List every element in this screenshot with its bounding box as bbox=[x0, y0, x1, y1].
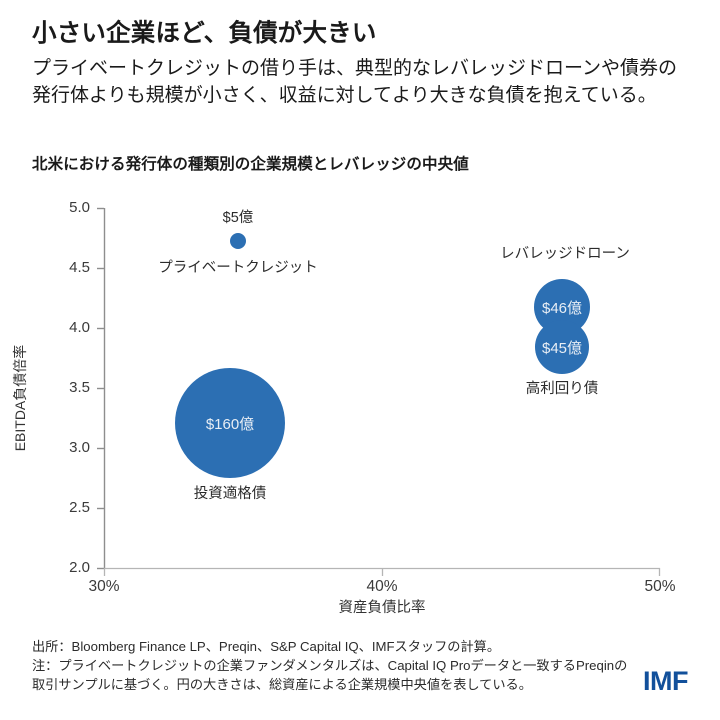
chart-heading: 北米における発行体の種類別の企業規模とレバレッジの中央値 bbox=[32, 156, 469, 173]
y-tick-label-3-5: 3.5 bbox=[69, 379, 90, 396]
x-tick-label-50: 50% bbox=[644, 578, 676, 595]
y-tick-label-3-0: 3.0 bbox=[69, 439, 90, 456]
bubble-label-high-yield: 高利回り債 bbox=[525, 381, 599, 397]
bubble-value-private-credit: $5億 bbox=[222, 210, 254, 226]
bubble-label-private-credit: プライベートクレジット bbox=[158, 260, 318, 276]
page-title: 小さい企業ほど、負債が大きい bbox=[32, 20, 377, 47]
bubble-private-credit[interactable] bbox=[230, 233, 246, 249]
y-axis-title: EBITDA負債倍率 bbox=[12, 344, 28, 452]
x-axis-title: 資産負債比率 bbox=[338, 600, 426, 616]
bubble-label-investment-grade: 投資適格債 bbox=[193, 486, 267, 502]
bubble-value-high-yield: $45億 bbox=[541, 339, 583, 357]
bubble-label-leveraged-loans: レバレッジドローン bbox=[500, 246, 630, 262]
y-tick-label-2-0: 2.0 bbox=[69, 559, 90, 576]
y-axis-ticks bbox=[97, 207, 104, 570]
bubble-high-yield[interactable]: $45億 bbox=[535, 320, 589, 374]
imf-logo: IMF bbox=[643, 666, 689, 696]
y-tick-label-4-5: 4.5 bbox=[69, 259, 90, 276]
x-axis-ticks bbox=[103, 568, 661, 576]
bubble-value-investment-grade: $160億 bbox=[205, 415, 255, 433]
bubble-investment-grade[interactable]: $160億 bbox=[175, 368, 285, 478]
footer-block: 出所：Bloomberg Finance LP、Preqin、S&P Capit… bbox=[32, 637, 689, 696]
bubble-value-leveraged-loans: $46億 bbox=[541, 299, 583, 317]
footer-source: 出所：Bloomberg Finance LP、Preqin、S&P Capit… bbox=[32, 639, 501, 654]
bubble-leveraged-loans[interactable]: $46億 bbox=[534, 279, 590, 335]
footer-note: 注：プライベートクレジットの企業ファンダメンタルズは、Capital IQ Pr… bbox=[32, 658, 628, 693]
x-tick-label-30: 30% bbox=[88, 578, 120, 595]
y-tick-label-2-5: 2.5 bbox=[69, 499, 90, 516]
page-subtitle: プライベートクレジットの借り手は、典型的なレバレッジドローンや債券の発行体よりも… bbox=[32, 57, 678, 106]
y-tick-label-5-0: 5.0 bbox=[69, 199, 90, 216]
y-tick-label-4-0: 4.0 bbox=[69, 319, 90, 336]
x-tick-label-40: 40% bbox=[366, 578, 398, 595]
header-block: 小さい企業ほど、負債が大きい プライベートクレジットの借り手は、典型的なレバレッ… bbox=[32, 18, 692, 110]
